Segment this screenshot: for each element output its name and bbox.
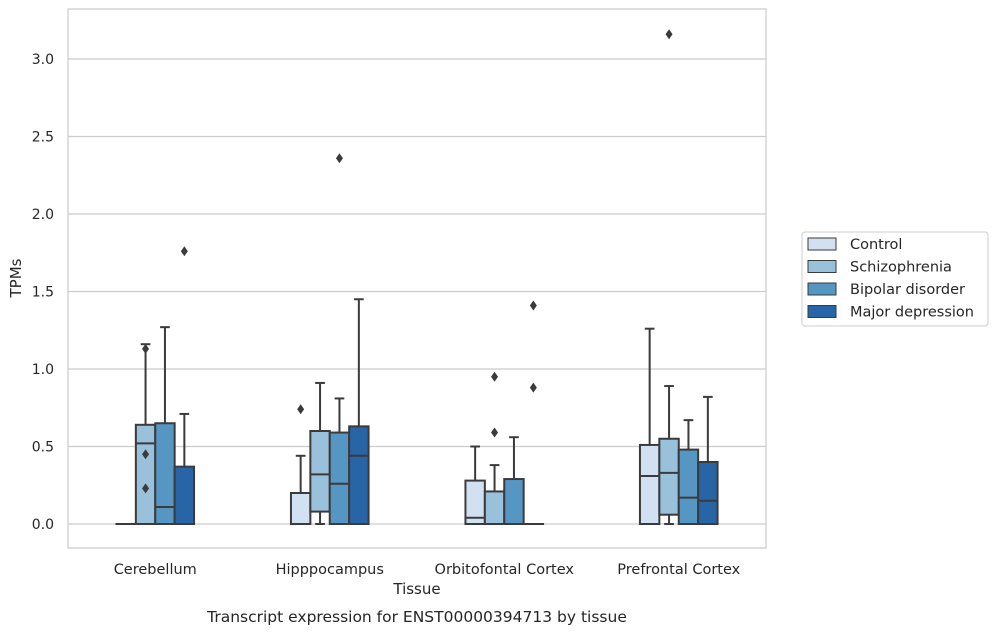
box-body	[134, 423, 157, 525]
x-tick-label: Orbitofontal Cortex	[435, 562, 575, 578]
box-body	[154, 422, 176, 525]
legend-swatch	[807, 237, 837, 251]
x-axis: Cerebellum Hipppocampus Orbitofontal Corte…	[114, 562, 741, 578]
box	[677, 419, 700, 526]
box	[154, 326, 176, 525]
box	[328, 153, 351, 525]
y-tick-label: 0.0	[32, 517, 54, 533]
box-body	[348, 425, 370, 526]
box-body	[677, 448, 700, 526]
chart-caption: Transcript expression for ENST0000039471…	[206, 608, 627, 626]
legend-entry-label: Schizophrenia	[850, 260, 952, 276]
box	[697, 395, 719, 525]
legend-swatch	[807, 282, 837, 296]
y-axis: 0.0 0.5 1.0 1.5 2.0 2.5 3.0	[32, 52, 54, 533]
box	[309, 381, 331, 525]
box	[464, 445, 486, 526]
legend-entry-label: Major depression	[850, 305, 974, 321]
box-body	[483, 490, 506, 526]
y-tick-label: 3.0	[32, 52, 54, 68]
y-tick-label: 2.0	[32, 207, 54, 223]
outlier-point	[180, 246, 188, 257]
box-body	[328, 431, 351, 525]
box-body	[173, 465, 196, 525]
outlier-point	[142, 449, 150, 460]
legend-entry-label: Bipolar disorder	[850, 282, 965, 298]
box-body	[309, 430, 331, 513]
x-tick-label: Hipppocampus	[276, 562, 384, 578]
box-body	[658, 437, 680, 516]
legend-swatch	[807, 260, 837, 273]
y-tick-label: 0.5	[32, 440, 54, 456]
box	[638, 327, 661, 526]
box	[503, 436, 525, 525]
box	[658, 29, 680, 525]
outlier-point	[491, 427, 499, 438]
x-tick-label: Cerebellum	[114, 562, 197, 578]
outlier-point	[491, 371, 499, 382]
box	[348, 298, 370, 526]
y-tick-label: 1.5	[32, 285, 54, 301]
y-axis-label: TPMs	[7, 258, 25, 298]
box-body	[697, 461, 719, 525]
outlier-point	[142, 343, 150, 354]
box-body	[289, 492, 312, 525]
box	[134, 343, 157, 525]
legend-entry-label: Control	[850, 237, 902, 253]
plot-area-frame	[67, 8, 767, 549]
legend-swatch	[807, 305, 837, 318]
legend-frame	[801, 231, 989, 327]
outlier-point	[529, 382, 537, 393]
box	[173, 246, 196, 525]
box-body	[503, 478, 525, 525]
outlier-point	[142, 483, 150, 494]
outlier-point	[665, 29, 673, 40]
box	[289, 404, 312, 525]
outlier-point	[529, 300, 537, 311]
box	[483, 371, 506, 526]
box	[522, 300, 545, 526]
y-tick-label: 1.0	[32, 362, 54, 378]
outlier-point	[335, 153, 343, 164]
x-axis-label: Tissue	[392, 580, 440, 598]
outlier-point	[297, 404, 305, 415]
box-body	[638, 443, 661, 526]
legend: Control Schizophrenia Bipolar disorder Majo…	[801, 231, 989, 327]
x-tick-label: Prefrontal Cortex	[617, 562, 740, 578]
box-groups	[115, 29, 719, 526]
y-tick-label: 2.5	[32, 130, 54, 146]
